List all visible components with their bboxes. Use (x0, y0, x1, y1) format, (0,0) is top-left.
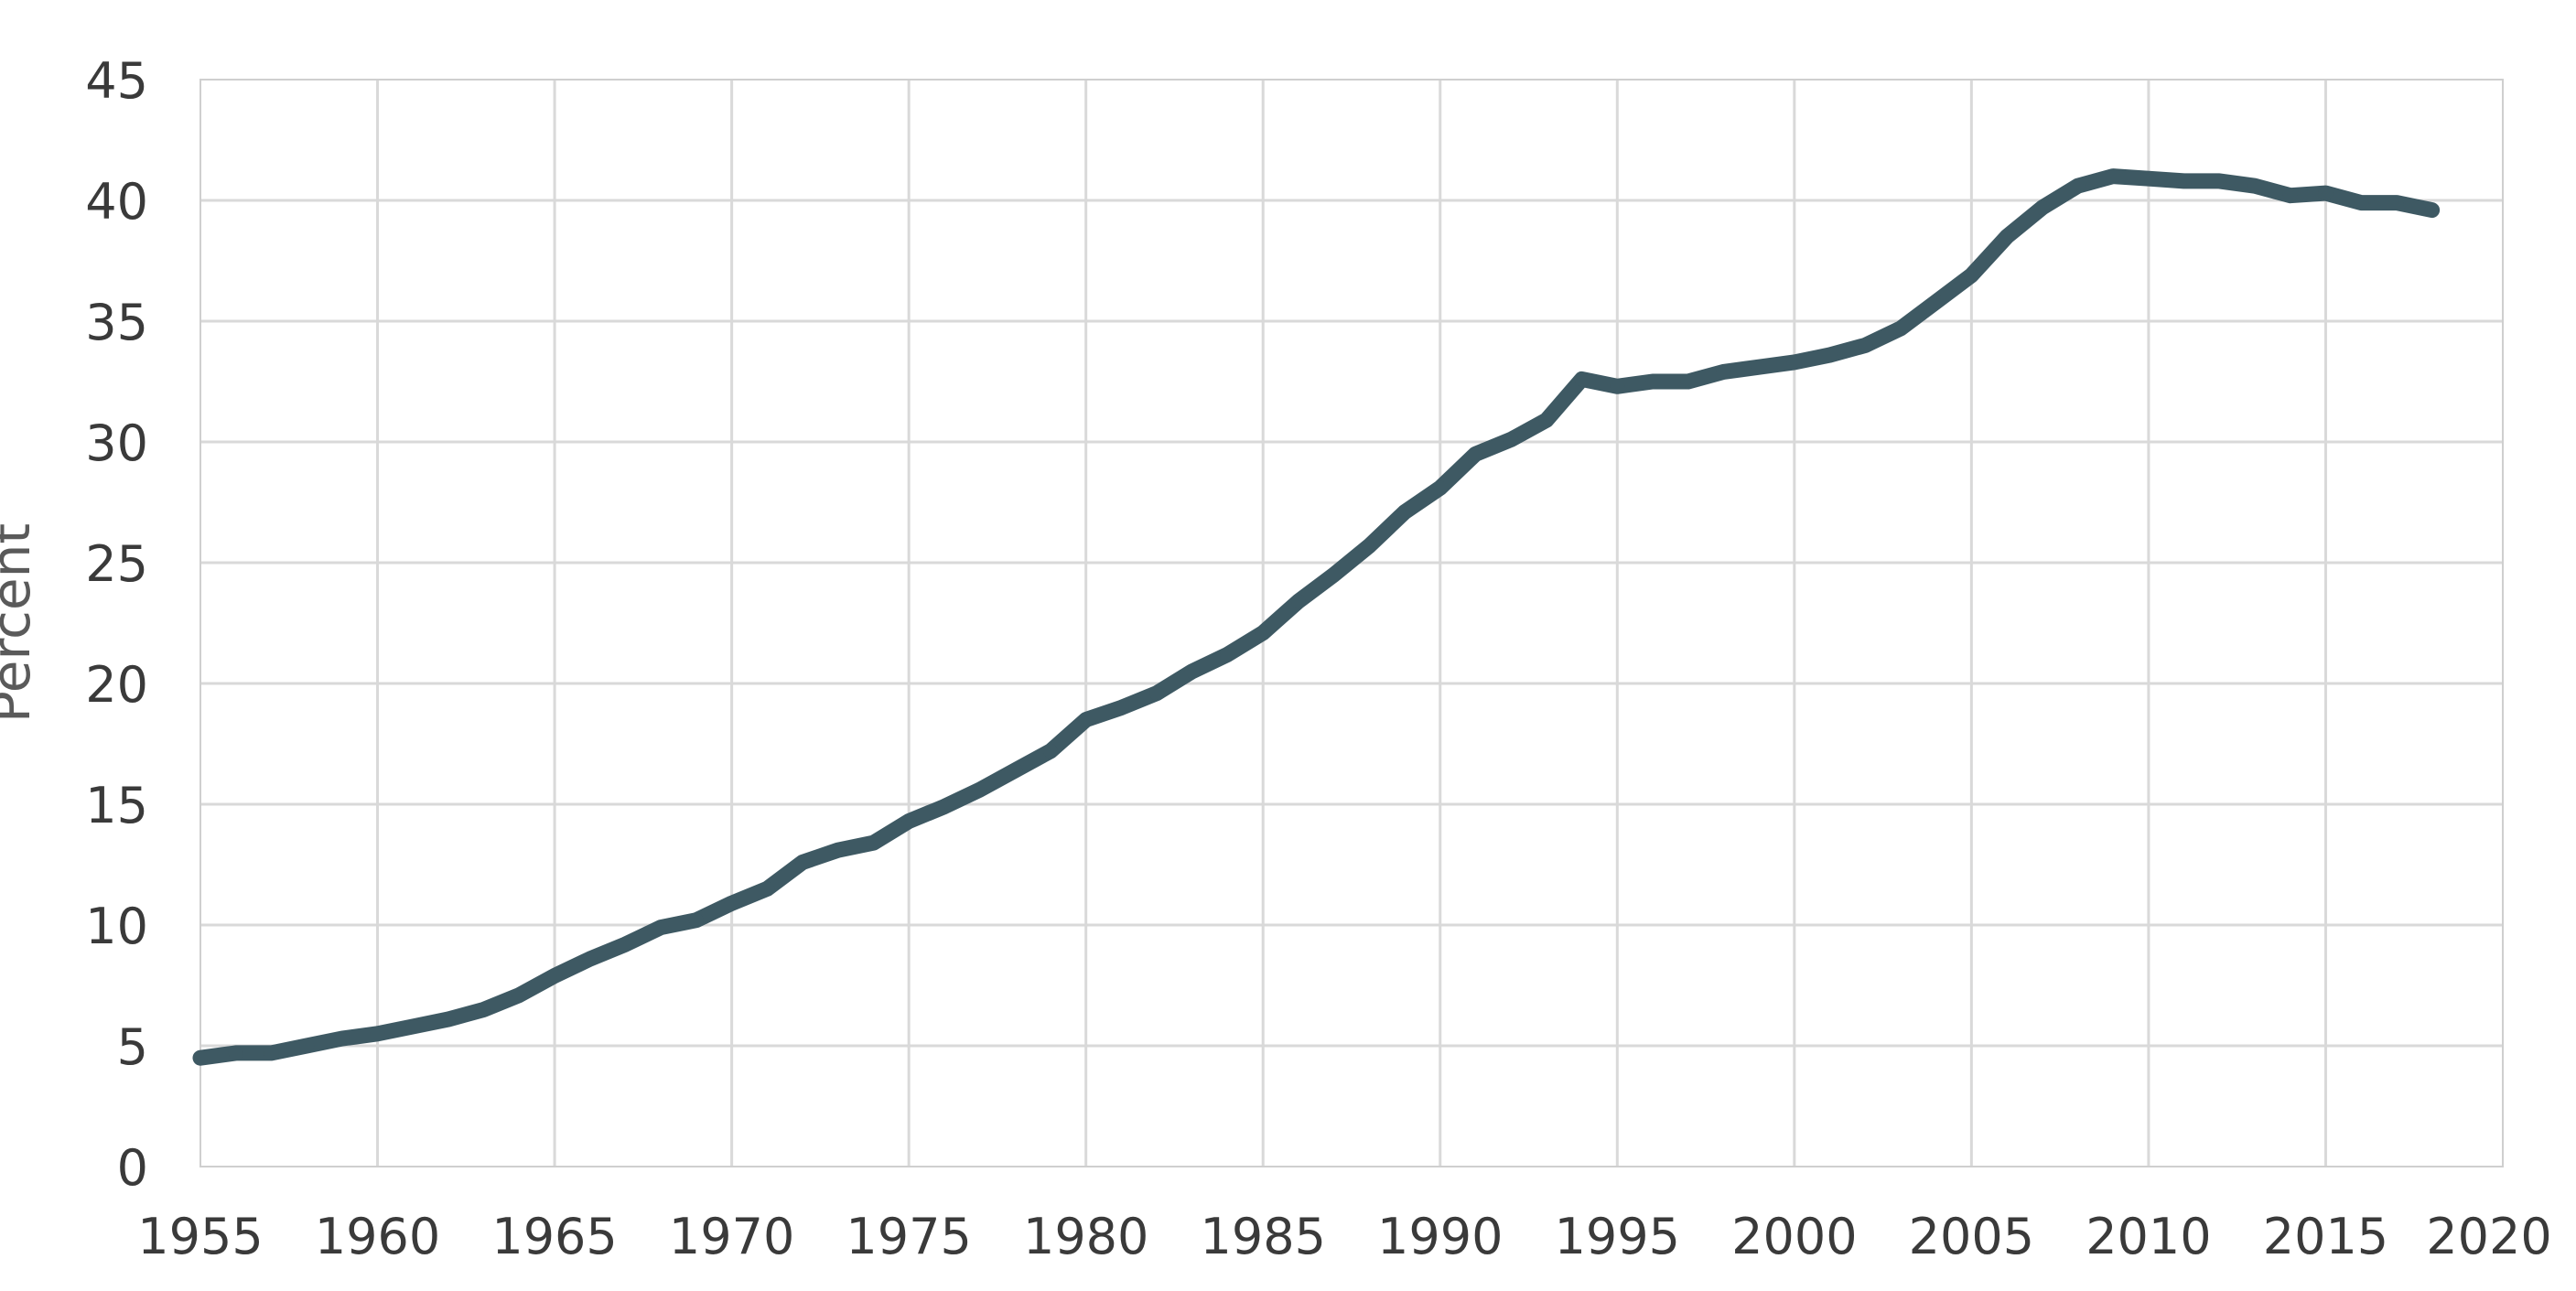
data-point (2212, 173, 2227, 188)
data-point (866, 835, 881, 851)
y-axis-tick-labels: 0 5 10 15 20 25 30 35 40 45 (85, 52, 148, 1197)
y-axis-label: Percent (0, 523, 42, 723)
x-tick-label: 1970 (669, 1208, 794, 1265)
data-point (2247, 178, 2263, 194)
y-tick-label: 45 (85, 52, 148, 110)
data-point (2070, 178, 2086, 194)
data-point (264, 1045, 279, 1060)
data-point (1786, 354, 1802, 370)
data-point (334, 1031, 350, 1047)
data-point (547, 968, 563, 984)
data-point (2424, 202, 2440, 218)
x-tick-label: 1990 (1377, 1208, 1503, 1265)
data-point (936, 799, 952, 814)
data-point (1822, 347, 1838, 362)
data-point (2354, 195, 2369, 210)
x-tick-label: 1955 (137, 1208, 263, 1265)
data-point (1610, 379, 1625, 394)
y-tick-label: 30 (85, 414, 148, 472)
x-axis-tick-labels: 1955 1960 1965 1970 1975 1980 1985 1990 1995 2000… (137, 1208, 2551, 1265)
data-point (1362, 538, 1377, 554)
x-tick-label: 2010 (2086, 1208, 2211, 1265)
data-point (299, 1038, 315, 1053)
data-point (405, 1018, 421, 1034)
data-point (1680, 374, 1696, 389)
data-point (1751, 360, 1767, 375)
data-point (972, 782, 987, 798)
x-tick-label: 1980 (1023, 1208, 1148, 1265)
data-point (1538, 413, 1554, 428)
data-point (440, 1011, 456, 1027)
series-layer (192, 168, 2441, 1066)
data-point (901, 813, 917, 829)
data-point (228, 1045, 243, 1060)
y-tick-label: 15 (85, 777, 148, 834)
data-point (476, 1002, 491, 1017)
data-point (512, 987, 527, 1003)
plot-area-border (199, 79, 2504, 1167)
data-point (688, 912, 704, 928)
x-tick-label: 2000 (1731, 1208, 1857, 1265)
data-point (1504, 432, 1519, 447)
data-point (2034, 199, 2050, 215)
grid (200, 80, 2503, 1167)
data-point (1964, 267, 1979, 283)
data-point (2388, 195, 2404, 210)
data-point (2282, 188, 2298, 203)
data-point (1078, 712, 1094, 727)
data-point (1928, 294, 1944, 309)
data-point (1432, 480, 1448, 496)
data-point (1645, 374, 1661, 389)
data-point (1999, 229, 2015, 244)
y-tick-label: 35 (85, 294, 148, 351)
data-point (1256, 625, 1271, 640)
data-point (2140, 171, 2156, 187)
data-point (2106, 168, 2121, 184)
y-tick-label: 5 (117, 1018, 148, 1076)
y-tick-label: 0 (117, 1139, 148, 1197)
data-point (1892, 320, 1908, 336)
x-tick-label: 2020 (2426, 1208, 2551, 1265)
data-point (653, 920, 669, 935)
data-point (582, 951, 598, 966)
data-point (724, 896, 739, 911)
data-point (1114, 700, 1129, 715)
x-tick-label: 1965 (491, 1208, 617, 1265)
y-tick-label: 10 (85, 898, 148, 955)
data-point (795, 855, 811, 870)
data-point (1397, 504, 1413, 520)
data-point (760, 881, 775, 897)
data-point (193, 1050, 208, 1066)
x-tick-label: 2015 (2263, 1208, 2388, 1265)
data-point (1220, 647, 1235, 662)
y-tick-label: 25 (85, 535, 148, 593)
data-point (1468, 446, 1483, 462)
x-tick-label: 1960 (315, 1208, 440, 1265)
data-point (618, 937, 633, 952)
data-point (370, 1026, 385, 1041)
data-point (1858, 338, 1873, 353)
y-tick-label: 40 (85, 173, 148, 231)
x-tick-label: 2005 (1909, 1208, 2034, 1265)
data-point (1008, 763, 1023, 779)
data-point (1149, 685, 1165, 701)
y-tick-label: 20 (85, 656, 148, 714)
data-point (1042, 743, 1058, 758)
data-point (1716, 364, 1731, 380)
data-point (1184, 663, 1200, 679)
x-tick-label: 1975 (846, 1208, 971, 1265)
data-point (1290, 594, 1306, 609)
data-point (1326, 567, 1342, 583)
data-point (1574, 371, 1590, 387)
data-point (2318, 186, 2333, 201)
data-point (2176, 173, 2192, 188)
series-line (192, 168, 2441, 1066)
x-tick-label: 1985 (1201, 1208, 1326, 1265)
x-tick-label: 1995 (1555, 1208, 1680, 1265)
data-point (830, 843, 846, 858)
